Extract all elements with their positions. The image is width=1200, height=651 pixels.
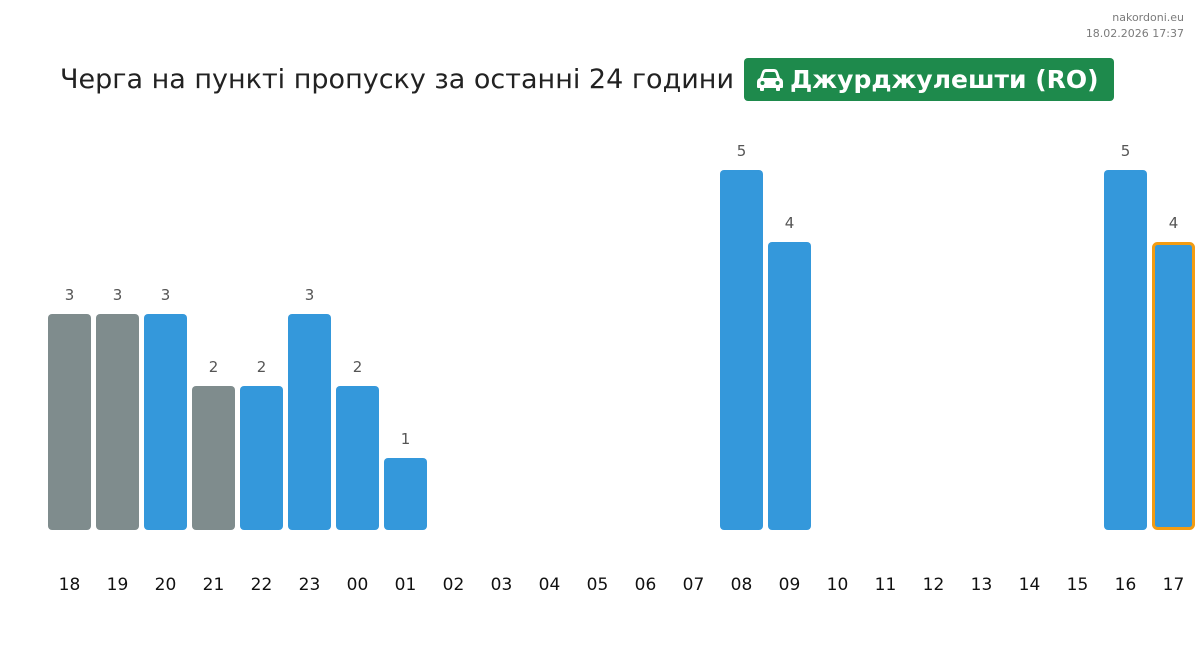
x-tick-label: 00 (347, 575, 369, 595)
bar-19 (96, 314, 139, 530)
bar-value-label: 3 (65, 286, 75, 304)
source-datetime: 18.02.2026 17:37 (1085, 27, 1184, 40)
bar-01 (384, 458, 427, 530)
checkpoint-badge: Джурджулешти (RO) (744, 58, 1114, 101)
bar-value-label: 2 (353, 358, 363, 376)
bar-09 (768, 242, 811, 530)
bar-16 (1104, 170, 1147, 530)
bar-value-label: 5 (1121, 142, 1131, 160)
x-tick-label: 06 (635, 575, 657, 595)
bar-20 (144, 314, 187, 530)
x-tick-label: 19 (107, 575, 129, 595)
x-tick-label: 04 (539, 575, 561, 595)
header: Черга на пункті пропуску за останні 24 г… (60, 58, 1114, 101)
x-tick-label: 05 (587, 575, 609, 595)
bar-22 (240, 386, 283, 530)
x-tick-label: 18 (59, 575, 81, 595)
bar-08 (720, 170, 763, 530)
bar-value-label: 3 (305, 286, 315, 304)
x-tick-label: 12 (923, 575, 945, 595)
x-tick-label: 07 (683, 575, 705, 595)
x-tick-label: 22 (251, 575, 273, 595)
source-site: nakordoni.eu (1112, 11, 1184, 24)
bar-value-label: 4 (785, 214, 795, 232)
x-tick-label: 08 (731, 575, 753, 595)
x-tick-label: 21 (203, 575, 225, 595)
page-title: Черга на пункті пропуску за останні 24 г… (60, 64, 734, 95)
bar-value-label: 3 (113, 286, 123, 304)
bar-21 (192, 386, 235, 530)
x-tick-label: 15 (1067, 575, 1089, 595)
x-tick-label: 09 (779, 575, 801, 595)
bar-value-label: 2 (257, 358, 267, 376)
bar-17 (1152, 242, 1195, 530)
bar-00 (336, 386, 379, 530)
bar-value-label: 1 (401, 430, 411, 448)
x-tick-label: 13 (971, 575, 993, 595)
x-tick-label: 11 (875, 575, 897, 595)
x-tick-label: 23 (299, 575, 321, 595)
car-icon (756, 68, 784, 92)
bar-23 (288, 314, 331, 530)
bar-value-label: 2 (209, 358, 219, 376)
x-tick-label: 03 (491, 575, 513, 595)
checkpoint-name: Джурджулешти (RO) (790, 65, 1099, 94)
x-tick-label: 20 (155, 575, 177, 595)
bar-value-label: 4 (1169, 214, 1179, 232)
x-tick-label: 16 (1115, 575, 1137, 595)
bar-value-label: 3 (161, 286, 171, 304)
x-tick-label: 14 (1019, 575, 1041, 595)
source-info: nakordoni.eu 18.02.2026 17:37 (1086, 10, 1184, 42)
x-tick-label: 02 (443, 575, 465, 595)
bar-18 (48, 314, 91, 530)
x-tick-label: 01 (395, 575, 417, 595)
x-tick-label: 10 (827, 575, 849, 595)
x-tick-label: 17 (1163, 575, 1185, 595)
bar-value-label: 5 (737, 142, 747, 160)
